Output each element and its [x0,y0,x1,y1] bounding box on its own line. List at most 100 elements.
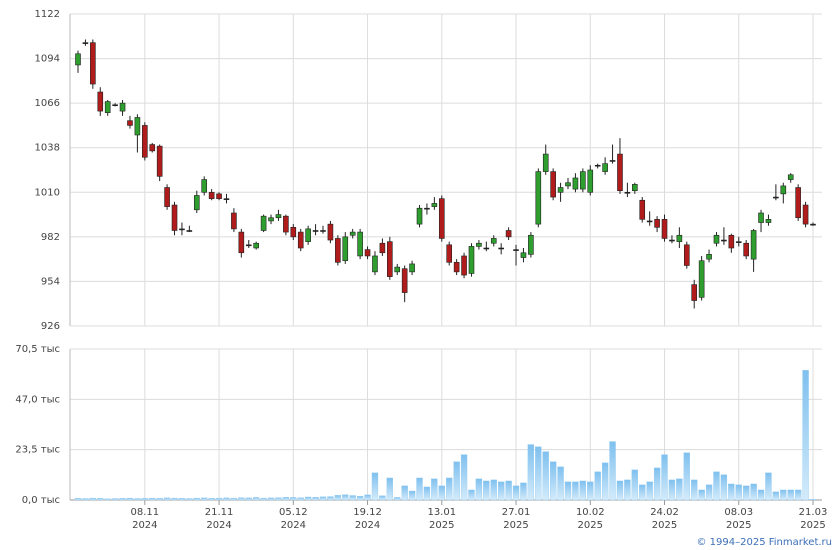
volume-bar [401,485,408,501]
candle-body [260,215,267,231]
volume-bar [97,498,104,501]
volume-bar [631,469,638,501]
y-tick-label: 1038 [35,143,60,154]
volume-bar [319,496,327,501]
candle-body [721,239,727,242]
volume-bar [527,444,535,501]
candle-body [735,241,742,243]
volume-bar [557,466,564,501]
y-tick-label: 926 [41,321,60,332]
volume-bar [542,451,549,501]
volume-bar [520,482,527,501]
candle-body [453,262,460,273]
x-tick-label: 10.02 [576,507,605,518]
candle-body [245,244,252,247]
volume-bar [512,485,520,501]
volume-bar [111,498,119,501]
candle-body [320,230,326,232]
y-tick-label: 0,0 тыс [22,495,60,506]
volume-bar [238,497,245,501]
candle-body [483,247,490,250]
volume-bar [267,497,275,501]
candle-body [275,214,282,219]
candle-body [387,241,393,277]
volume-bar [446,477,453,501]
x-tick-label: 08.03 [724,507,753,518]
volume-bar [134,498,141,501]
volume-bar [668,479,676,501]
volume-bar [223,497,230,501]
candle-body [490,238,497,244]
candle-body [290,227,297,238]
volume-bar [646,481,653,501]
volume-bar [334,495,341,501]
candle-body [394,266,401,273]
volume-bar [312,497,319,501]
volume-bar [490,479,497,501]
volume-bar [601,462,609,501]
volume-bar [795,489,802,501]
x-tick-year: 2025 [800,520,825,531]
volume-bar [683,452,690,501]
candle-body [186,230,193,232]
x-tick-year: 2025 [429,520,454,531]
volume-bar [386,477,393,501]
volume-bar [379,495,386,501]
volume-bar [119,498,126,501]
candle-body [119,102,126,112]
volume-bar [661,454,668,501]
candle-body [134,117,141,136]
x-tick-year: 2025 [652,520,677,531]
x-tick-label: 21.03 [799,507,828,518]
candle-body [520,252,527,258]
volume-bar [579,480,586,501]
volume-bar [342,494,349,501]
candle-body [624,191,631,194]
volume-bar [408,490,416,501]
volume-bar [423,486,431,501]
candle-body [342,236,349,262]
candle-body [201,179,208,193]
candle-body [646,220,653,223]
x-tick-year: 2025 [726,520,751,531]
volume-bar [201,497,208,501]
candle-body [171,204,178,231]
volume-bar [713,471,720,501]
candle-body [424,207,430,210]
candle-body [780,185,787,195]
y-tick-label: 982 [41,232,60,243]
volume-bar [193,497,200,501]
candle-body [713,234,720,244]
volume-bar [356,495,364,501]
volume-bar [550,461,557,501]
volume-bar [757,489,765,501]
candle-body [706,254,712,260]
x-tick-label: 27.01 [502,507,531,518]
candle-body [216,193,222,199]
candle-body [654,219,660,228]
y-tick-label: 47,0 тыс [15,394,60,405]
candle-body [587,169,594,193]
candle-body [513,249,519,251]
x-tick-year: 2024 [281,520,306,531]
candle-body [327,223,334,241]
copyright: © 1994–2025 Finmarket.ru [696,537,832,548]
candle-body [268,217,274,222]
volume-bar [394,497,401,501]
candle-body [683,244,690,266]
volume-bar [609,441,616,501]
x-tick-label: 21.11 [205,507,234,518]
x-tick-label: 13.01 [427,507,456,518]
candle-body [498,247,504,250]
candle-body [409,263,415,273]
candle-body [253,242,259,249]
candle-body [572,177,579,190]
volume-bar [564,481,572,501]
x-tick-year: 2024 [355,520,380,531]
candle-body [193,195,200,211]
candle-body [312,230,319,232]
candle-body [602,163,608,172]
volume-bar [371,472,379,501]
candle-body [335,238,341,263]
y-tick-label: 1066 [35,98,60,109]
